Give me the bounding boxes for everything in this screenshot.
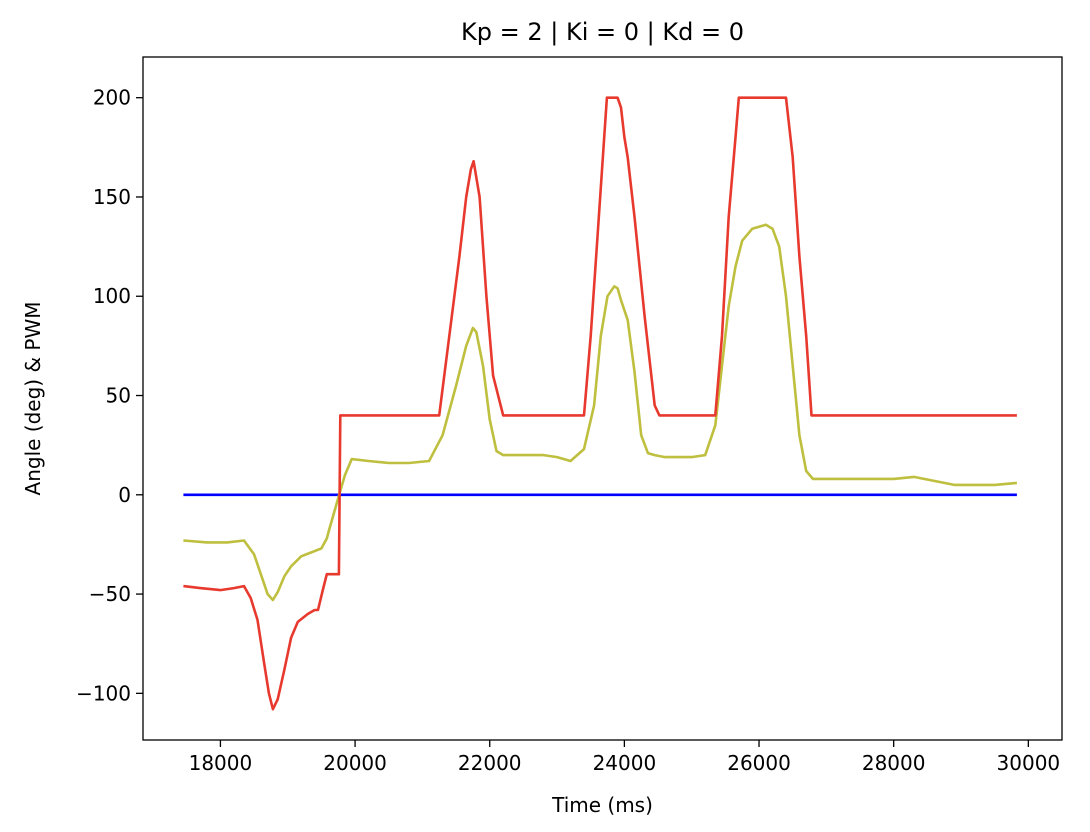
plot-area xyxy=(183,96,1018,711)
x-tick-label: 22000 xyxy=(458,751,522,775)
y-tick-label: 150 xyxy=(93,185,131,209)
series-line-2 xyxy=(183,223,1018,602)
x-tick-label: 26000 xyxy=(727,751,791,775)
y-axis-label: Angle (deg) & PWM xyxy=(21,302,45,496)
y-tick-label: −50 xyxy=(89,582,131,606)
x-tick-label: 18000 xyxy=(189,751,253,775)
chart-title: Kp = 2 | Ki = 0 | Kd = 0 xyxy=(461,18,744,46)
x-axis: 18000 20000 22000 24000 26000 28000 30000 xyxy=(189,740,1061,775)
x-tick-label: 28000 xyxy=(862,751,926,775)
series-line-3 xyxy=(183,96,1017,711)
x-tick-label: 20000 xyxy=(323,751,387,775)
x-axis-label: Time (ms) xyxy=(551,793,653,817)
y-tick-label: 200 xyxy=(93,86,131,110)
x-tick-label: 24000 xyxy=(593,751,657,775)
plot-frame xyxy=(142,56,1063,741)
y-tick-label: 50 xyxy=(106,384,131,408)
y-tick-label: 100 xyxy=(93,284,131,308)
y-tick-label: 0 xyxy=(118,483,131,507)
x-tick-label: 30000 xyxy=(997,751,1061,775)
y-axis: −100 −50 0 50 100 150 200 xyxy=(76,86,143,705)
y-tick-label: −100 xyxy=(76,681,131,705)
